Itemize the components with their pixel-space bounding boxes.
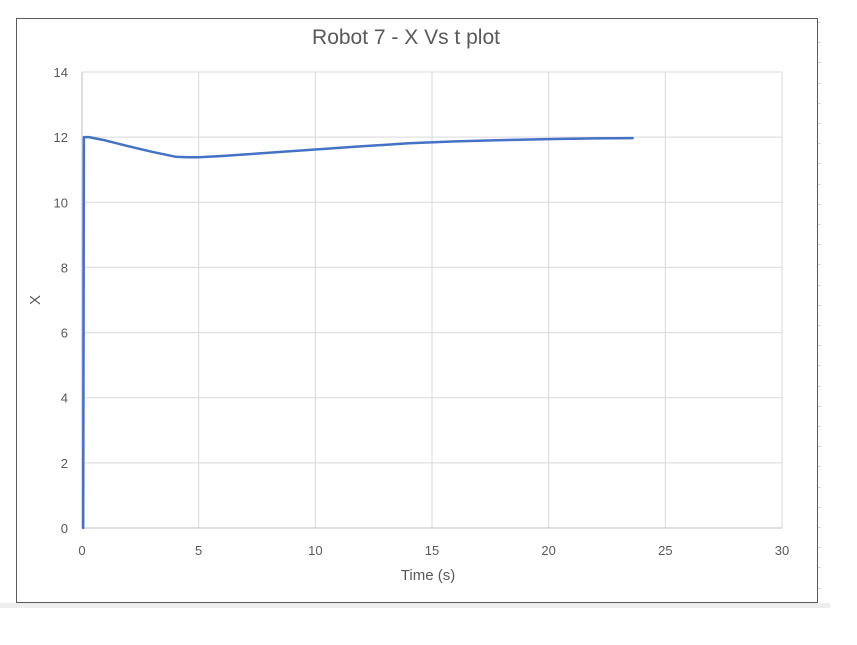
gridlines: [81, 71, 783, 529]
y-tick-label: 12: [54, 130, 68, 145]
chart-title: Robot 7 - X Vs t plot: [312, 26, 500, 49]
x-tick-label: 10: [308, 543, 322, 558]
y-tick-label: 10: [54, 195, 68, 210]
spreadsheet-bottom-strip: [0, 603, 830, 608]
x-tick-label: 15: [425, 543, 439, 558]
y-tick-label: 2: [61, 456, 68, 471]
x-tick-label: 30: [775, 543, 789, 558]
series-layer: [81, 135, 634, 530]
y-axis-title: X: [27, 295, 44, 305]
x-tick-label: 20: [541, 543, 555, 558]
tick-labels: 0 5 10 15 20 25 30 0 2 4 6 8 10 12 14: [54, 65, 790, 558]
x-axis-title: Time (s): [401, 567, 455, 584]
series-line: [81, 135, 634, 530]
y-tick-label: 4: [61, 391, 68, 406]
x-tick-label: 25: [658, 543, 672, 558]
y-tick-label: 8: [61, 260, 68, 275]
x-tick-label: 0: [78, 543, 85, 558]
x-tick-label: 5: [195, 543, 202, 558]
y-tick-label: 0: [61, 521, 68, 536]
y-tick-label: 14: [54, 65, 68, 80]
chart-area[interactable]: [16, 18, 818, 603]
y-tick-label: 6: [61, 326, 68, 341]
